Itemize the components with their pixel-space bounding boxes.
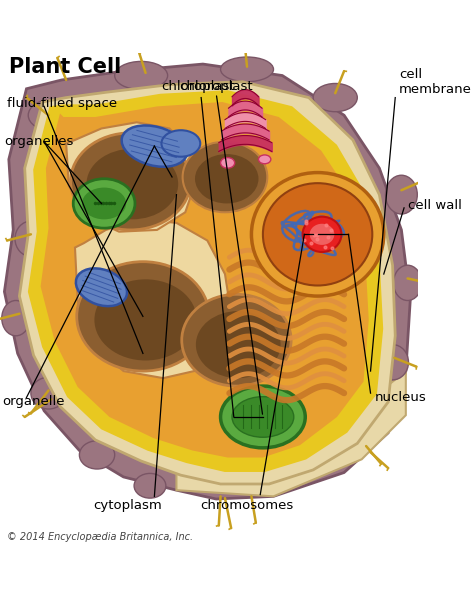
Ellipse shape [258, 155, 271, 163]
Text: nucleus: nucleus [375, 391, 427, 404]
Text: © 2014 Encyclopædia Britannica, Inc.: © 2014 Encyclopædia Britannica, Inc. [7, 532, 193, 542]
Ellipse shape [80, 441, 115, 469]
Ellipse shape [196, 311, 281, 378]
Text: chromosomes: chromosomes [201, 499, 294, 512]
Text: fluid-filled space: fluid-filled space [7, 97, 117, 110]
Text: Plant Cell: Plant Cell [9, 57, 121, 77]
Ellipse shape [31, 377, 66, 409]
Ellipse shape [77, 261, 209, 371]
Ellipse shape [220, 386, 305, 448]
Ellipse shape [282, 228, 336, 267]
Polygon shape [30, 93, 381, 470]
Ellipse shape [385, 175, 417, 214]
Ellipse shape [377, 344, 409, 380]
Polygon shape [66, 122, 196, 232]
Ellipse shape [220, 157, 235, 168]
Text: chloroplast: chloroplast [179, 80, 253, 93]
Text: organelle: organelle [2, 395, 64, 409]
Ellipse shape [94, 279, 197, 361]
Ellipse shape [82, 188, 126, 219]
Ellipse shape [302, 217, 341, 252]
Text: cell wall: cell wall [408, 199, 462, 212]
Ellipse shape [182, 294, 291, 386]
Ellipse shape [73, 178, 135, 228]
Ellipse shape [86, 149, 178, 219]
Ellipse shape [182, 142, 267, 212]
Text: cell
membrane: cell membrane [399, 68, 472, 96]
Polygon shape [75, 219, 231, 378]
Ellipse shape [15, 221, 47, 257]
Ellipse shape [2, 300, 30, 336]
Ellipse shape [393, 265, 422, 300]
Ellipse shape [263, 183, 372, 285]
Ellipse shape [313, 84, 357, 112]
Ellipse shape [122, 126, 187, 166]
Ellipse shape [310, 224, 334, 245]
Polygon shape [4, 64, 410, 499]
Ellipse shape [134, 474, 166, 498]
Ellipse shape [195, 154, 258, 204]
Polygon shape [19, 82, 395, 484]
Ellipse shape [71, 133, 191, 230]
Text: cytoplasm: cytoplasm [93, 499, 162, 512]
Text: organelles: organelles [4, 135, 74, 148]
Polygon shape [41, 102, 369, 457]
Ellipse shape [251, 172, 384, 296]
Ellipse shape [220, 57, 273, 82]
Polygon shape [176, 371, 406, 496]
Text: chloroplast: chloroplast [162, 80, 235, 93]
Ellipse shape [115, 61, 168, 90]
Ellipse shape [76, 269, 127, 306]
Ellipse shape [162, 130, 201, 157]
Ellipse shape [232, 397, 294, 438]
Ellipse shape [28, 99, 78, 131]
